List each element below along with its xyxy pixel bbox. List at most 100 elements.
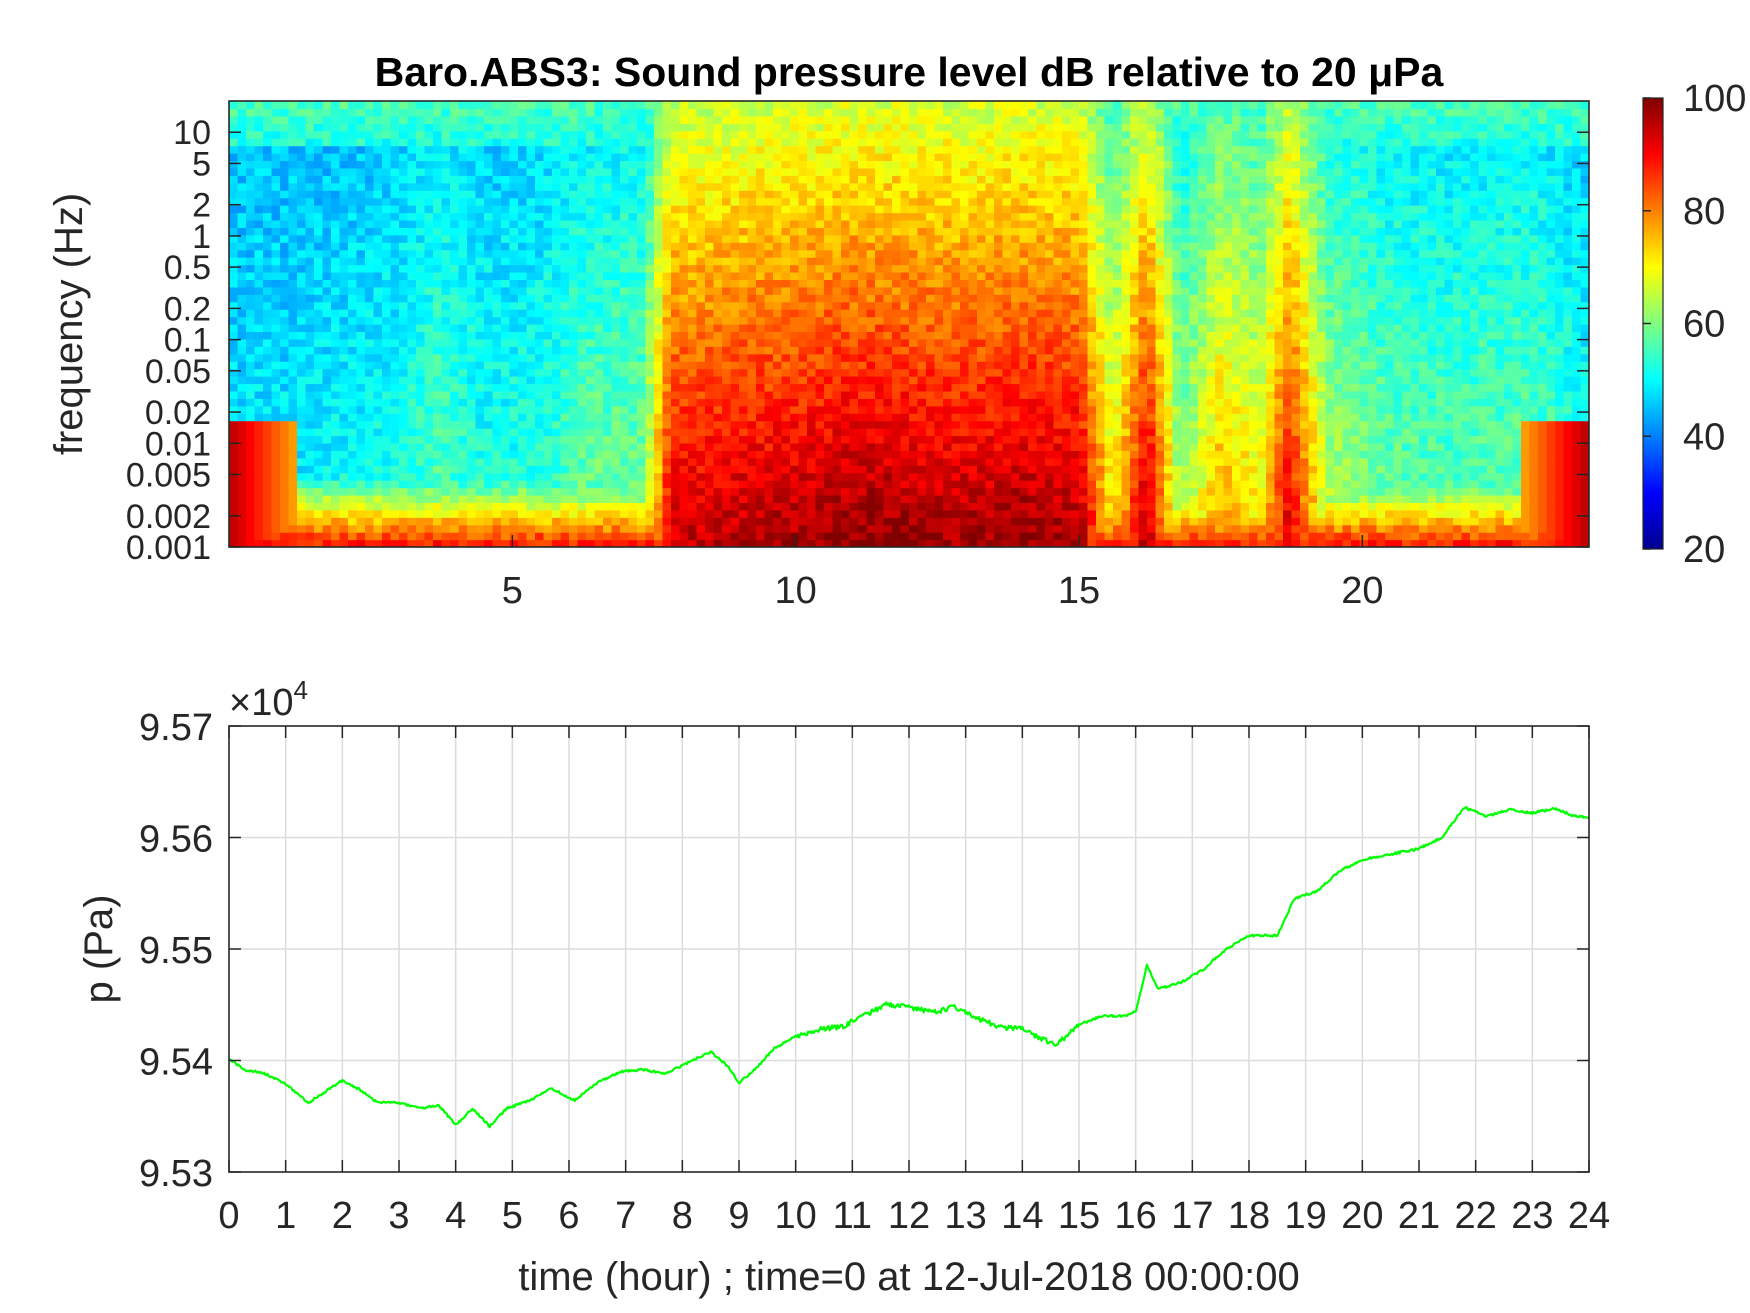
spectrogram-title: Baro.ABS3: Sound pressure level dB relat… [375, 49, 1445, 95]
heatmap-cell [696, 494, 706, 503]
heatmap-cell [382, 428, 392, 437]
heatmap-cell [662, 361, 672, 370]
heatmap-cell [705, 257, 715, 266]
heatmap-cell [552, 227, 562, 236]
heatmap-cell [501, 130, 511, 139]
heatmap-cell [875, 101, 885, 110]
heatmap-cell [254, 182, 264, 191]
heatmap-cell [883, 331, 893, 340]
heatmap-cell [305, 532, 315, 541]
heatmap-cell [790, 301, 800, 310]
heatmap-cell [229, 286, 239, 295]
heatmap-cell [560, 324, 570, 333]
heatmap-cell [458, 331, 468, 340]
heatmap-cell [560, 353, 570, 362]
heatmap-cell [322, 331, 332, 340]
heatmap-cell [314, 502, 324, 511]
heatmap-cell [322, 376, 332, 385]
heatmap-cell [645, 368, 655, 377]
heatmap-cell [832, 472, 842, 481]
heatmap-cell [858, 450, 868, 459]
heatmap-cell [637, 197, 647, 206]
heatmap-cell [688, 376, 698, 385]
heatmap-cell [569, 428, 579, 437]
heatmap-cell [356, 465, 366, 474]
heatmap-cell [407, 190, 417, 199]
heatmap-cell [722, 279, 732, 288]
heatmap-cell [433, 145, 443, 154]
heatmap-cell [756, 279, 766, 288]
heatmap-cell [756, 145, 766, 154]
heatmap-cell [594, 197, 604, 206]
heatmap-cell [824, 234, 834, 243]
heatmap-cell [883, 279, 893, 288]
heatmap-cell [875, 390, 885, 399]
heatmap-cell [433, 398, 443, 407]
heatmap-cell [722, 286, 732, 295]
heatmap-cell [654, 182, 664, 191]
heatmap-cell [696, 182, 706, 191]
heatmap-cell [790, 153, 800, 162]
heatmap-cell [858, 101, 868, 110]
heatmap-cell [373, 346, 383, 355]
heatmap-cell [467, 138, 477, 147]
heatmap-cell [288, 138, 298, 147]
heatmap-cell [620, 197, 630, 206]
heatmap-cell [798, 502, 808, 511]
heatmap-cell [518, 435, 528, 444]
heatmap-cell [356, 212, 366, 221]
heatmap-cell [399, 532, 409, 541]
heatmap-cell [254, 361, 264, 370]
heatmap-cell [297, 145, 307, 154]
heatmap-cell [577, 361, 587, 370]
heatmap-cell [730, 286, 740, 295]
heatmap-cell [552, 398, 562, 407]
heatmap-cell [280, 294, 290, 303]
heatmap-cell [747, 175, 757, 184]
heatmap-cell [416, 123, 426, 132]
heatmap-cell [501, 227, 511, 236]
heatmap-cell [747, 145, 757, 154]
heatmap-cell [594, 160, 604, 169]
heatmap-cell [271, 175, 281, 184]
heatmap-cell [892, 175, 902, 184]
heatmap-cell [543, 145, 553, 154]
heatmap-cell [586, 324, 596, 333]
heatmap-cell [288, 383, 298, 392]
heatmap-cell [424, 123, 434, 132]
heatmap-cell [900, 309, 910, 318]
heatmap-cell [433, 502, 443, 511]
heatmap-cell [314, 227, 324, 236]
heatmap-cell [356, 517, 366, 526]
heatmap-cell [586, 509, 596, 518]
heatmap-cell [484, 264, 494, 273]
heatmap-cell [696, 219, 706, 228]
heatmap-cell [773, 442, 783, 451]
heatmap-cell [841, 145, 851, 154]
heatmap-cell [577, 271, 587, 280]
heatmap-cell [314, 309, 324, 318]
heatmap-cell [696, 271, 706, 280]
heatmap-cell [841, 130, 851, 139]
heatmap-cell [790, 376, 800, 385]
heatmap-cell [467, 145, 477, 154]
heatmap-cell [424, 420, 434, 429]
heatmap-cell [739, 219, 749, 228]
heatmap-cell [229, 101, 239, 110]
heatmap-cell [730, 227, 740, 236]
heatmap-cell [815, 390, 825, 399]
heatmap-cell [815, 472, 825, 481]
heatmap-cell [900, 182, 910, 191]
heatmap-cell [348, 123, 358, 132]
heatmap-cell [441, 301, 451, 310]
heatmap-cell [764, 442, 774, 451]
heatmap-cell [824, 167, 834, 176]
heatmap-cell [390, 338, 400, 347]
heatmap-cell [815, 376, 825, 385]
heatmap-cell [594, 175, 604, 184]
heatmap-cell [365, 286, 375, 295]
heatmap-cell [637, 264, 647, 273]
heatmap-cell [407, 480, 417, 489]
heatmap-cell [297, 331, 307, 340]
heatmap-cell [280, 212, 290, 221]
